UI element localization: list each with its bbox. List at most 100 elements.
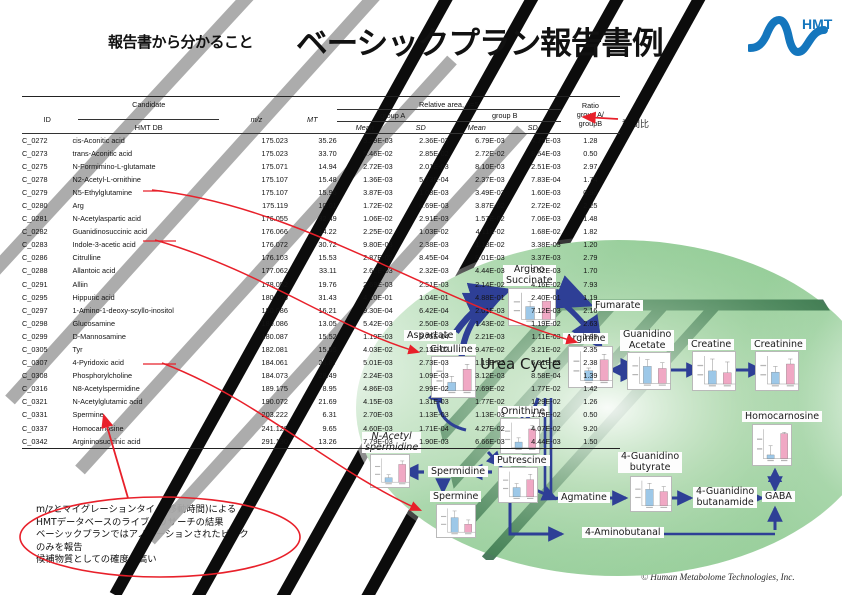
- cell-b_sd: 1.19E-02: [531, 410, 561, 420]
- cell-b_mean: 1.13E-03: [475, 410, 505, 420]
- cell-a_mean: 2.72E-03: [363, 161, 393, 171]
- node-n-acetyl-spermidine-l2: spermidine: [365, 441, 419, 453]
- node-creatinine: Creatinine: [751, 339, 806, 350]
- cell-mz: 175.023: [261, 148, 288, 158]
- node-guanidino-acetate-l1: Guanidino: [623, 329, 672, 340]
- cell-b_sd: 2.51E-03: [531, 161, 561, 171]
- cell-id: C_0279: [22, 187, 48, 197]
- cell-a_sd: 2.32E-03: [419, 266, 449, 276]
- cell-b_sd: 1.19E-02: [531, 318, 561, 328]
- chart-n-acetyl-spermidine: [370, 454, 410, 488]
- cell-a_sd: 1.09E-03: [419, 371, 449, 381]
- cell-mt: 21.69: [318, 397, 337, 407]
- cell-b_mean: 4.44E-03: [475, 266, 505, 276]
- cell-id: C_0305: [22, 345, 48, 354]
- cell-name: N8-Acetylspermidine: [72, 384, 140, 394]
- cell-mt: 9.65: [322, 423, 337, 433]
- cell-id: C_0321: [22, 397, 48, 407]
- table-row[interactable]: C_0273 trans-Aconitic acid 175.023 33.70 5.4…: [22, 147, 620, 160]
- cell-a_mean: 4.15E-03: [363, 397, 393, 407]
- cell-a_sd: 1.04E-01: [419, 292, 449, 302]
- cell-ratio: 1.39: [583, 371, 598, 381]
- cell-mz: 184.061: [261, 358, 288, 368]
- cell-mz: 175.107: [261, 174, 288, 184]
- cell-id: C_0286: [22, 253, 48, 263]
- th-relative-area: Relative area, n=5: [336, 96, 561, 110]
- cell-b_sd: 3.37E-03: [531, 253, 561, 263]
- cell-a_mean: 2.69E-03: [363, 279, 393, 289]
- cell-mt: 10.01: [318, 200, 337, 210]
- cell-name: N-Formimino-L-glutamate: [72, 161, 156, 171]
- node-guanidino-butyrate-l2: butyrate: [629, 461, 671, 473]
- node-gaba: GABA: [762, 491, 795, 502]
- cell-ratio: 0.50: [583, 410, 598, 420]
- cell-mt: 14.94: [318, 161, 337, 171]
- cell-b_sd: 7.06E-03: [531, 214, 561, 224]
- cell-a_sd: 2.38E-03: [419, 240, 449, 250]
- cell-a_sd: 2.36E-03: [419, 135, 449, 145]
- cell-name: N-Acetylaspartic acid: [72, 214, 141, 224]
- table-row[interactable]: C_0272 cis-Aconitic acid 175.023 35.26 5.29E…: [22, 133, 620, 147]
- table-bottom-rule: [22, 447, 620, 449]
- cell-b_mean: 6.66E-03: [475, 436, 505, 446]
- cell-b_sd: 1.29E-02: [531, 397, 561, 407]
- cell-mt: 35.26: [318, 135, 337, 145]
- cell-mz: 175.071: [261, 161, 288, 171]
- cell-name: Spermine: [72, 410, 104, 420]
- cell-b_sd: 7.83E-04: [531, 174, 561, 184]
- cell-name: Glucosamine: [72, 318, 116, 328]
- th-hmt-db: HMT DB: [134, 122, 163, 132]
- cell-mt: 33.70: [318, 148, 337, 158]
- cell-b_sd: 1.60E-03: [531, 187, 561, 197]
- cell-mt: 14.22: [318, 227, 337, 237]
- table-row[interactable]: C_0281 N-Acetylaspartic acid 176.055 32.49 1…: [22, 212, 620, 225]
- cell-a_mean: 5.46E-02: [363, 148, 393, 158]
- cell-mt: 15.96: [318, 187, 337, 197]
- cell-mz: 175.023: [261, 135, 288, 145]
- cell-ratio: 1.26: [583, 397, 598, 407]
- cell-mt: 13.26: [318, 436, 337, 446]
- cell-ratio: 1.74: [583, 174, 598, 184]
- cell-mt: 15.52: [318, 331, 337, 341]
- cell-b_mean: 1.19E-02: [475, 358, 505, 368]
- cell-id: C_0278: [22, 174, 48, 184]
- table-row[interactable]: C_0308 Phosphorylcholine 184.073 28.49 2.24E…: [22, 369, 620, 382]
- th-b-mean: Mean: [467, 122, 486, 132]
- cell-name: Homocarnosine: [72, 423, 124, 433]
- node-aspartate: Aspartate: [404, 330, 457, 341]
- node-citrulline: Citrulline: [427, 344, 476, 355]
- table-row[interactable]: C_0279 N5-Ethylglutamine 175.107 15.96 3.87E…: [22, 186, 620, 199]
- table-row[interactable]: C_0278 N2-Acetyl-L-ornithine 175.107 15.48 1…: [22, 173, 620, 186]
- cell-b_mean: 2.21E-03: [475, 331, 505, 341]
- cell-name: cis-Aconitic acid: [72, 135, 125, 145]
- node-ornithine: Ornithine: [498, 406, 549, 417]
- cell-id: C_0291: [22, 279, 48, 289]
- cell-mz: 176.103: [261, 253, 288, 263]
- table-row[interactable]: C_0337 Homocarnosine 241.129 9.65 4.60E-03 1.…: [22, 422, 620, 435]
- cell-a_sd: 2.85E-02: [419, 148, 449, 158]
- table-row[interactable]: C_0331 Spermine 203.222 6.31 2.70E-03 1.13E-0…: [22, 408, 620, 421]
- table-row[interactable]: C_0280 Arg 175.119 10.01 1.72E-02 8.69E-03 3.8…: [22, 199, 620, 212]
- table-row[interactable]: C_0282 Guanidinosuccinic acid 176.066 14.22…: [22, 225, 620, 238]
- cell-id: C_0307: [22, 358, 48, 368]
- cell-id: C_0282: [22, 227, 48, 237]
- cell-id: C_0288: [22, 266, 48, 276]
- cell-mz: 182.081: [261, 345, 288, 354]
- table-row[interactable]: C_0283 Indole-3-acetic acid 176.072 30.72 9.…: [22, 238, 620, 251]
- cell-mz: 190.072: [261, 397, 288, 407]
- cell-a_mean: 1.36E-03: [363, 174, 393, 184]
- cell-name: N-Acetylglutamic acid: [72, 397, 143, 407]
- node-guanidino-butanamide-l2: butanamide: [696, 496, 754, 508]
- table-row[interactable]: C_0288 Allantoic acid 177.062 33.11 2.62E-03…: [22, 264, 620, 277]
- table-header-row-3: HMT DB Mean SD Mean SD: [22, 121, 620, 133]
- table-row[interactable]: C_0307 4-Pyridoxic acid 184.061 28.87 5.01E-…: [22, 356, 620, 369]
- table-row[interactable]: C_0342 Argininosuccinic acid 291.130 13.26 7…: [22, 435, 620, 448]
- table-row[interactable]: C_0286 Citrulline 176.103 15.53 2.87E-03 8.45…: [22, 251, 620, 264]
- table-row[interactable]: C_0275 N-Formimino-L-glutamate 175.071 14.9…: [22, 160, 620, 173]
- node-guanidino-acetate: Guanidino Acetate: [620, 329, 675, 351]
- cell-a_mean: 9.80E-03: [363, 240, 393, 250]
- cell-ratio: 0.50: [583, 148, 598, 158]
- cell-a_mean: 4.60E-03: [363, 423, 393, 433]
- cell-b_sd: 7.12E-03: [531, 305, 561, 315]
